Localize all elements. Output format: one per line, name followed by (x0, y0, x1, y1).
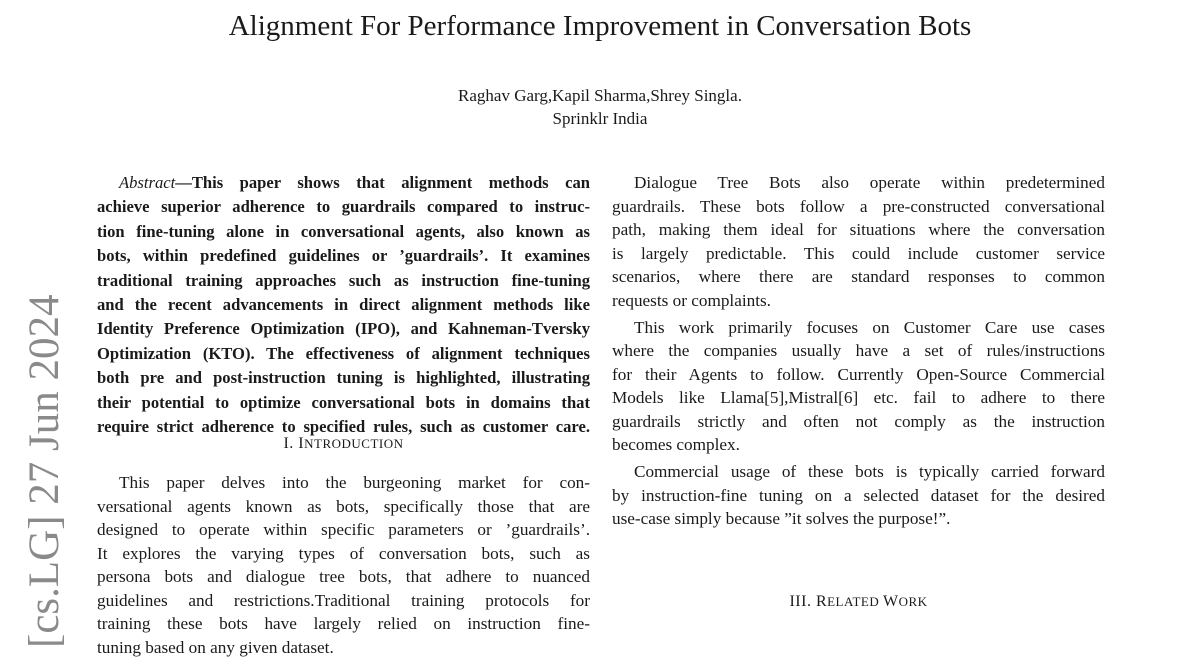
abstract: Abstract—This paper shows that alignment… (97, 171, 590, 439)
abstract-line: Optimization (KTO). The effectiveness of… (97, 342, 590, 366)
paragraph-line: Models like Llama[5],Mistral[6] etc. fai… (612, 386, 1105, 410)
paragraph-line: path, making them ideal for situations w… (612, 218, 1105, 242)
abstract-line: both pre and post-instruction tuning is … (97, 366, 590, 390)
abstract-line: bots, within predefined guidelines or ’g… (97, 244, 590, 268)
abstract-line: their potential to optimize conversation… (97, 391, 590, 415)
abstract-line: and the recent advancements in direct al… (97, 293, 590, 317)
paragraph-line: guardrails. These bots follow a pre-cons… (612, 195, 1105, 219)
intro-line: guidelines and restrictions.Traditional … (97, 589, 590, 613)
intro-line: training these bots have largely relied … (97, 612, 590, 636)
paragraph-line: scenarios, where there are standard resp… (612, 265, 1105, 289)
paragraph-line: is largely predictable. This could inclu… (612, 242, 1105, 266)
paragraph: Commercial usage of these bots is typica… (612, 460, 1105, 531)
paragraph: This work primarily focuses on Customer … (612, 316, 1105, 457)
intro-line: tuning based on any given dataset. (97, 636, 590, 659)
paragraph-line: This work primarily focuses on Customer … (612, 316, 1105, 340)
section-heading-related-work: III. RELATED WORK (612, 593, 1105, 611)
section-heading-introduction: I. INTRODUCTION (97, 435, 590, 453)
paragraph-line: use-case simply because ”it solves the p… (612, 507, 1105, 531)
abstract-line: Abstract—This paper shows that alignment… (97, 171, 590, 195)
abstract-label: Abstract (119, 173, 175, 192)
intro-line: versational agents known as bots, specif… (97, 495, 590, 519)
intro-line: This paper delves into the burgeoning ma… (97, 471, 590, 495)
introduction-body: This paper delves into the burgeoning ma… (97, 471, 590, 659)
paragraph-line: guardrails strictly and often not comply… (612, 410, 1105, 434)
abstract-line: traditional training approaches such as … (97, 269, 590, 293)
right-column-body: Dialogue Tree Bots also operate within p… (612, 171, 1105, 534)
paragraph-line: by instruction-fine tuning on a selected… (612, 484, 1105, 508)
affiliation: Sprinklr India (0, 109, 1200, 129)
abstract-line: Identity Preference Optimization (IPO), … (97, 317, 590, 341)
abstract-line: achieve superior adherence to guardrails… (97, 195, 590, 219)
paragraph-line: becomes complex. (612, 433, 1105, 457)
intro-line: It explores the varying types of convers… (97, 542, 590, 566)
paragraph-line: requests or complaints. (612, 289, 1105, 313)
abstract-text: —This paper shows that alignment methods… (175, 173, 590, 192)
authors: Raghav Garg,Kapil Sharma,Shrey Singla. (0, 86, 1200, 106)
paragraph-line: Dialogue Tree Bots also operate within p… (612, 171, 1105, 195)
intro-line: persona bots and dialogue tree bots, tha… (97, 565, 590, 589)
paper-title: Alignment For Performance Improvement in… (0, 10, 1200, 43)
arxiv-stamp: [cs.LG] 27 Jun 2024 (20, 308, 69, 648)
paragraph-line: where the companies usually have a set o… (612, 339, 1105, 363)
abstract-line: tion fine-tuning alone in conversational… (97, 220, 590, 244)
paragraph-line: Commercial usage of these bots is typica… (612, 460, 1105, 484)
paragraph: Dialogue Tree Bots also operate within p… (612, 171, 1105, 312)
intro-line: designed to operate within specific para… (97, 518, 590, 542)
paragraph-line: for their Agents to follow. Currently Op… (612, 363, 1105, 387)
